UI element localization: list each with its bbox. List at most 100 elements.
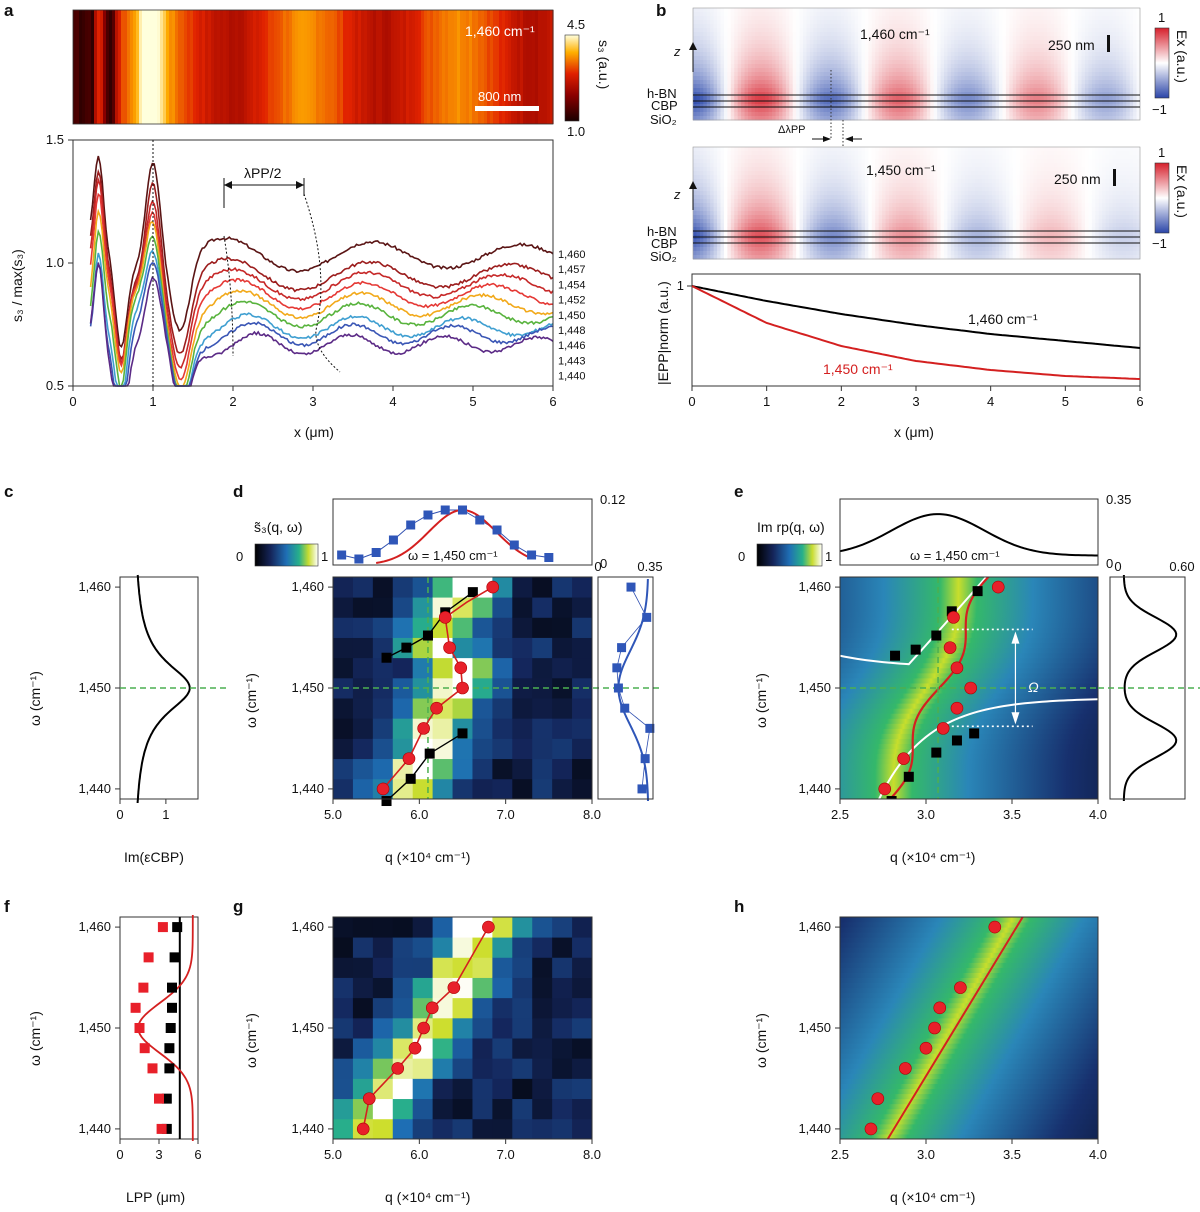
- panel-b-field-cell: [930, 20, 935, 25]
- panel-b-field-cell: [947, 36, 952, 41]
- panel-b-field-cell: [1026, 104, 1031, 109]
- panel-b-field-cell: [1133, 60, 1138, 65]
- panel-b-field-cell: [710, 28, 715, 33]
- panel-b-field-cell: [758, 16, 763, 21]
- panel-b-field-cell: [761, 175, 766, 180]
- panel-b-field-cell: [792, 48, 797, 53]
- panel-b-field-cell: [957, 48, 962, 53]
- panel-b-field-cell: [816, 223, 821, 228]
- panel-b-field-cell: [902, 104, 907, 109]
- panel-b-field-cell: [999, 64, 1003, 69]
- panel-b-field-cell: [854, 88, 859, 93]
- panel-b-field-cell: [730, 151, 735, 156]
- panel-b-field-cell: [806, 247, 811, 252]
- panel-b-field-cell: [837, 36, 842, 41]
- panel-b-field-cell: [723, 24, 728, 29]
- panel-b-field-cell: [754, 147, 759, 152]
- panel-b-field-cell: [964, 116, 969, 121]
- panel-a-image-column: [139, 10, 143, 124]
- panel-b-field-cell: [1109, 92, 1113, 97]
- panel-b-field-cell: [899, 48, 904, 53]
- panel-b-field-cell: [813, 112, 818, 117]
- panel-label-e: e: [734, 482, 743, 501]
- panel-b-field-cell: [782, 100, 787, 105]
- panel-b-field-cell: [744, 56, 749, 61]
- panel-b-field-cell: [937, 20, 942, 25]
- panel-b-field-cell: [782, 243, 787, 248]
- panel-b-field-cell: [844, 116, 849, 121]
- panel-b-field-cell: [1005, 72, 1010, 77]
- panel-b-field-cell: [768, 219, 773, 224]
- panel-b-field-cell: [971, 60, 976, 65]
- panel-b-field-cell: [717, 44, 722, 49]
- panel-b-field-cell: [1098, 72, 1103, 77]
- panel-b-field-cell: [813, 251, 818, 256]
- panel-b-field-cell: [968, 16, 973, 21]
- panel-b-field-cell: [1102, 32, 1107, 37]
- panel-b-field-cell: [806, 60, 811, 65]
- panel-b-field-cell: [992, 36, 997, 41]
- panel-b-field-cell: [730, 100, 735, 105]
- panel-b-field-cell: [696, 207, 701, 212]
- panel-b-field-cell: [1126, 88, 1131, 93]
- panel-b-field-cell: [882, 112, 887, 117]
- panel-b-field-cell: [813, 76, 818, 81]
- panel-b-field-cell: [985, 16, 990, 21]
- panel-b-field-cell: [768, 191, 773, 196]
- panel-b-field-cell: [803, 239, 807, 244]
- panel-b-field-cell: [837, 56, 842, 61]
- panel-b-field-cell: [813, 227, 818, 232]
- panel-b-field-cell: [796, 112, 801, 117]
- panel-b-field-cell: [730, 88, 735, 93]
- panel-b-field-cell: [710, 60, 715, 65]
- panel-b-field-cell: [737, 56, 742, 61]
- panel-b-field-cell: [1109, 8, 1113, 13]
- panel-b-field-cell: [696, 40, 701, 45]
- panel-b-field-cell: [785, 147, 790, 152]
- panel-b-field-cell: [1019, 112, 1024, 117]
- panel-b-field-cell: [1012, 64, 1017, 69]
- panel-b-field-cell: [816, 76, 821, 81]
- panel-b-field-cell: [751, 40, 756, 45]
- panel-b-field-cell: [1029, 108, 1034, 113]
- panel-b-field-cell: [971, 8, 976, 13]
- panel-b-field-cell: [806, 199, 811, 204]
- panel-b-field-cell: [772, 203, 777, 208]
- panel-b-field-cell: [761, 223, 766, 228]
- panel-b-field-cell: [947, 32, 952, 37]
- panel-b-field-cell: [796, 231, 801, 236]
- panel-b-field-cell: [720, 255, 725, 260]
- panel-b-field-cell: [988, 104, 993, 109]
- panel-b-field-cell: [1016, 80, 1021, 85]
- panel-b-field-cell: [748, 100, 752, 105]
- panel-b-field-cell: [758, 88, 763, 93]
- panel-b-field-cell: [758, 32, 763, 37]
- panel-b-field-cell: [717, 219, 722, 224]
- panel-a-image-column: [451, 10, 455, 124]
- panel-b-field-cell: [796, 36, 801, 41]
- panel-b-field-cell: [944, 68, 948, 73]
- panel-b-field-cell: [751, 167, 756, 172]
- panel-a-image-column: [274, 10, 278, 124]
- panel-b-field-cell: [813, 116, 818, 121]
- panel-b-field-cell: [930, 40, 935, 45]
- panel-b-field-cell: [693, 215, 697, 220]
- panel-b-field-cell: [1102, 52, 1107, 57]
- panel-b-field-cell: [1102, 24, 1107, 29]
- panel-b-field-cell: [778, 243, 783, 248]
- panel-b-field-cell: [1095, 112, 1100, 117]
- panel-b-field-cell: [937, 44, 942, 49]
- panel-b-field-cell: [1122, 12, 1127, 17]
- panel-b-field-cell: [696, 203, 701, 208]
- panel-b-field-cell: [696, 16, 701, 21]
- panel-b-field-cell: [1023, 116, 1028, 121]
- panel-b-field-cell: [1040, 100, 1045, 105]
- panel-b-field-cell: [751, 20, 756, 25]
- panel-b-field-cell: [727, 8, 732, 13]
- panel-b-field-cell: [954, 44, 959, 49]
- panel-b-field-cell: [954, 36, 959, 41]
- panel-b-field-cell: [944, 20, 948, 25]
- panel-a-image-column: [118, 10, 122, 124]
- panel-b-field-cell: [950, 76, 955, 81]
- panel-b-field-cell: [1050, 28, 1055, 33]
